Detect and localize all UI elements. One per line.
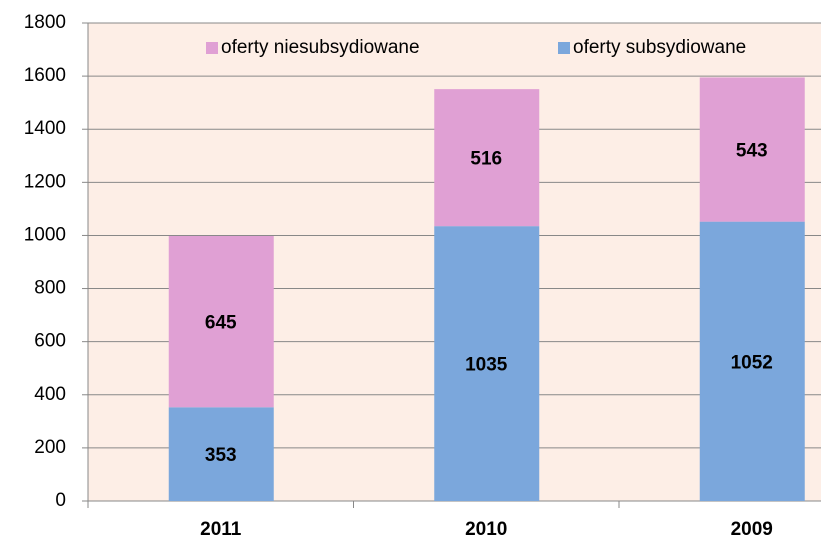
- bar-segment: [434, 226, 540, 501]
- y-tick-label: 400: [34, 384, 66, 405]
- bar-segment: [168, 407, 274, 501]
- bar-segment: [699, 77, 805, 222]
- x-tick-label: 2009: [731, 519, 773, 540]
- data-label: 516: [470, 149, 502, 170]
- y-tick-label: 0: [55, 490, 66, 511]
- data-label: 353: [205, 445, 237, 466]
- legend-swatch: [206, 42, 218, 54]
- y-tick-label: 200: [34, 437, 66, 458]
- y-tick-label: 1200: [24, 171, 66, 192]
- bar-segment: [168, 235, 274, 408]
- bar-segment: [434, 89, 540, 227]
- x-tick-label: 2010: [465, 519, 507, 540]
- y-tick-label: 800: [34, 278, 66, 299]
- x-tick-label: 2011: [200, 519, 242, 540]
- bar-segment: [699, 221, 805, 501]
- legend-label: oferty subsydiowane: [573, 37, 746, 58]
- data-label: 1035: [465, 355, 508, 376]
- y-tick-label: 1600: [24, 65, 66, 86]
- legend-swatch: [558, 42, 570, 54]
- data-label: 1052: [731, 352, 773, 373]
- y-tick-label: 1800: [24, 12, 66, 33]
- y-tick-label: 600: [34, 331, 66, 352]
- data-label: 645: [205, 313, 237, 334]
- y-tick-label: 1000: [24, 224, 66, 245]
- data-label: 543: [736, 141, 768, 162]
- y-tick-label: 1400: [24, 118, 66, 139]
- legend-label: oferty niesubsydiowane: [221, 37, 420, 58]
